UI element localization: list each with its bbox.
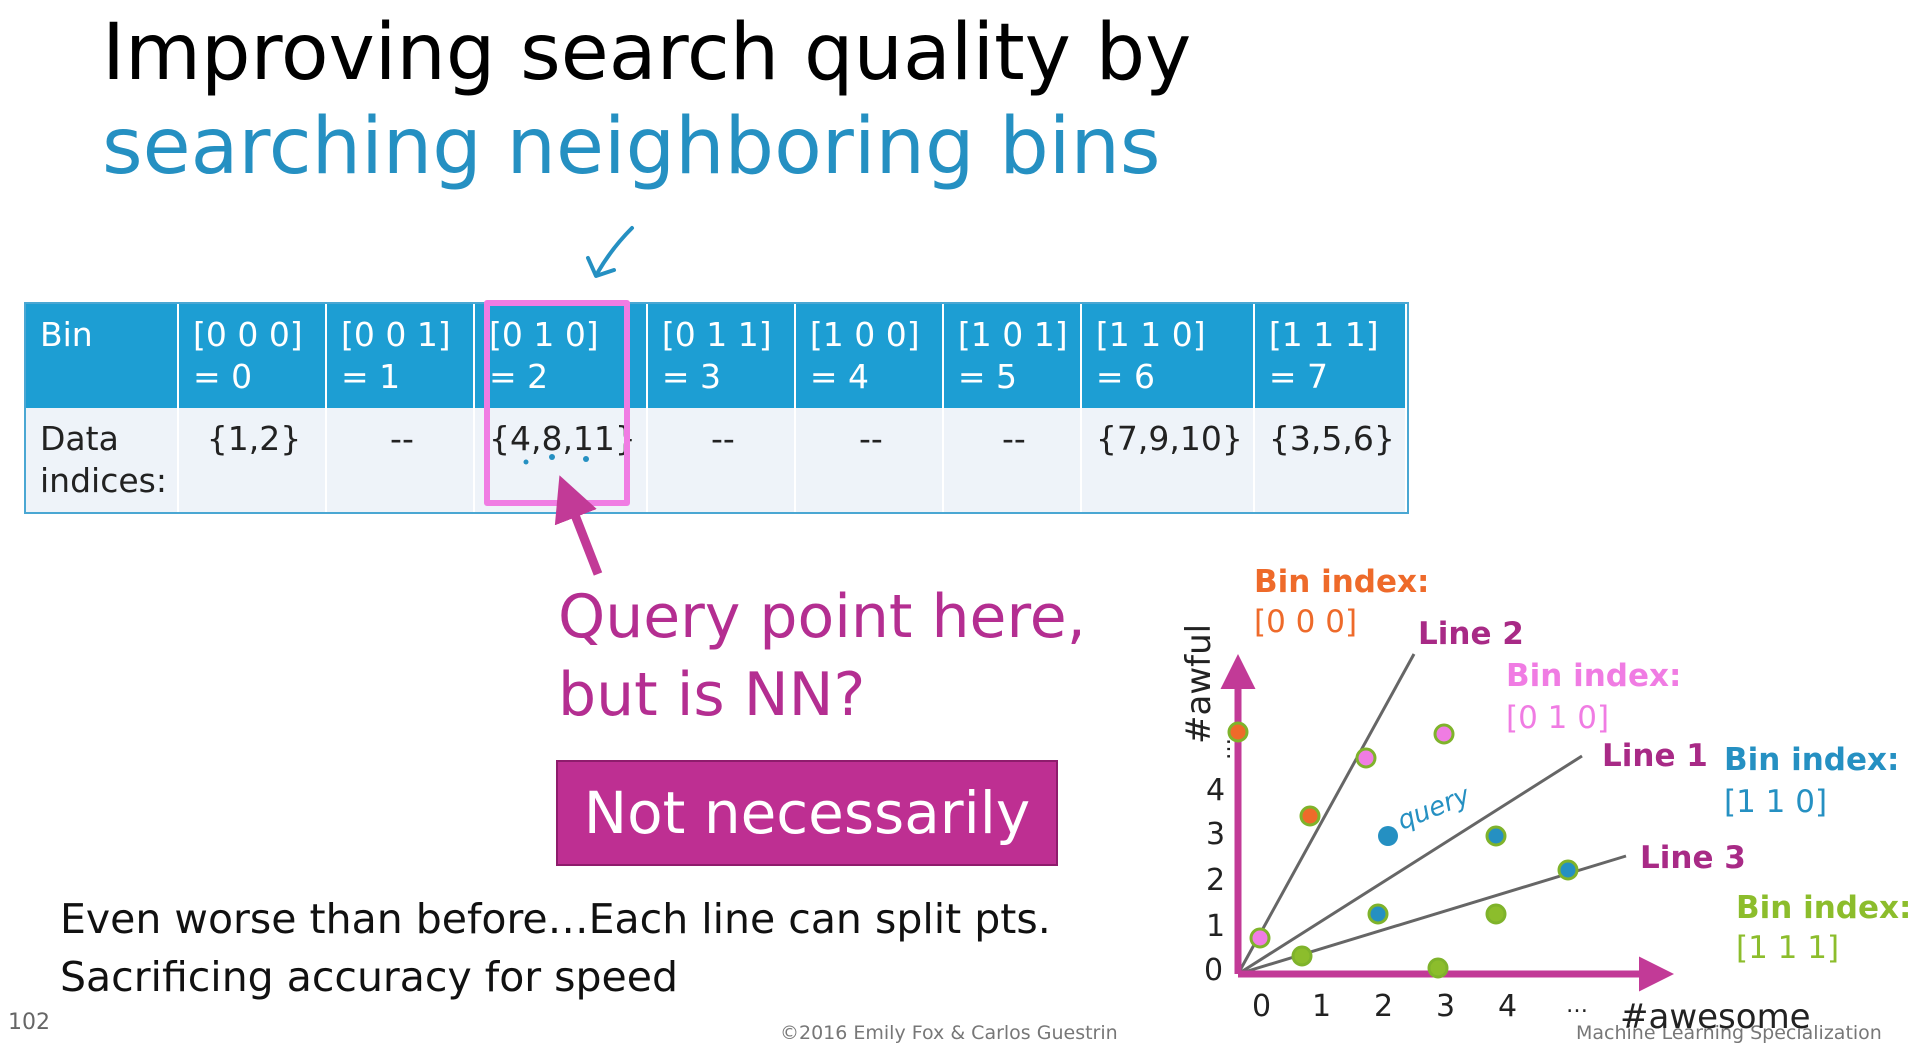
data-point-orange (1299, 805, 1321, 827)
hand-dot-icon (583, 456, 589, 462)
bin-table: Bin [0 0 0] = 0 [0 0 1] = 1 [0 1 0] = 2 [0 … (24, 302, 1409, 514)
bin-index-code-blue: [1 1 0] (1724, 784, 1827, 820)
data-indices-cell: {1,2} (177, 408, 327, 512)
lsh-plot: 0 1 2 3 4 … 0 1 2 3 4 … #awesome #awful … (1179, 564, 1911, 1037)
data-point-green (1427, 957, 1449, 979)
y-tick-label: … (1211, 738, 1236, 760)
bin-index-label-pink: Bin index: (1506, 658, 1681, 694)
query-callout-line-2: but is NN? (558, 660, 866, 730)
x-axis-label: #awesome (1620, 997, 1811, 1037)
notes-line-1: Even worse than before…Each line can spl… (60, 895, 1051, 943)
query-callout: Query point here, but is NN? (558, 578, 1086, 734)
bin-header-cell: [1 1 1] = 7 (1253, 304, 1407, 408)
x-tick-label: 2 (1374, 989, 1393, 1024)
data-indices-row: Data indices: {1,2} -- {4,8,11} -- -- -- … (26, 408, 1407, 512)
bin-index-label-blue: Bin index: (1724, 742, 1899, 778)
data-indices-cell: -- (942, 408, 1082, 512)
callout-arrow-icon (554, 475, 603, 576)
x-tick-label: 0 (1252, 989, 1271, 1024)
bin-index-code-pink: [0 1 0] (1506, 700, 1609, 736)
bin-header-cell: [0 1 1] = 3 (646, 304, 796, 408)
y-tick-label: 3 (1206, 817, 1225, 852)
bin-index-label-green: Bin index: (1736, 890, 1911, 926)
slide-number: 102 (8, 1010, 50, 1035)
x-tick-label: … (1566, 993, 1588, 1018)
data-point-blue (1485, 825, 1507, 847)
bin-header-cell: [1 0 1] = 5 (942, 304, 1082, 408)
x-tick-label: 3 (1436, 989, 1455, 1024)
data-point-green (1291, 945, 1313, 967)
hand-arrow-head-icon (586, 256, 616, 278)
line-2 (1236, 653, 1416, 975)
not-necessarily-box: Not necessarily (556, 760, 1058, 866)
data-point-pink (1249, 927, 1271, 949)
bin-header-cell: [1 0 0] = 4 (794, 304, 944, 408)
hand-arrow-icon (596, 226, 634, 274)
data-point-green (1485, 903, 1507, 925)
notes-line-2: Sacrificing accuracy for speed (60, 953, 679, 1001)
bin-header-cell: [0 0 1] = 1 (325, 304, 475, 408)
query-point-label: query (1393, 780, 1474, 836)
bin-header-cell: [1 1 0] = 6 (1080, 304, 1255, 408)
line-2-label: Line 2 (1418, 616, 1524, 652)
bin-index-code-green: [1 1 1] (1736, 930, 1839, 966)
query-point (1378, 826, 1398, 846)
bin-header-cell: [0 1 0] = 2 (473, 304, 648, 408)
data-indices-cell: -- (325, 408, 475, 512)
y-axis-label: #awful (1179, 624, 1219, 744)
hand-dot-icon (523, 459, 529, 465)
query-callout-line-1: Query point here, (558, 582, 1086, 652)
y-tick-label: 4 (1206, 773, 1225, 808)
specialization-footer: Machine Learning Specialization (1576, 1022, 1882, 1044)
data-indices-cell: -- (794, 408, 944, 512)
data-indices-label: Data indices: (26, 408, 179, 512)
data-point-pink (1355, 747, 1377, 769)
x-tick-label: 1 (1312, 989, 1331, 1024)
line-3-label: Line 3 (1640, 840, 1746, 876)
data-indices-cell: {3,5,6} (1253, 408, 1407, 512)
data-indices-cell: {7,9,10} (1080, 408, 1255, 512)
data-points (1227, 721, 1579, 979)
title-line-1: Improving search quality by (102, 8, 1192, 98)
y-tick-label: 0 (1204, 953, 1223, 988)
data-point-blue (1557, 859, 1579, 881)
data-indices-cell: -- (646, 408, 796, 512)
y-tick-label: 2 (1206, 863, 1225, 898)
notes: Even worse than before…Each line can spl… (60, 890, 1051, 1006)
title-line-2: searching neighboring bins (102, 102, 1161, 192)
copyright: ©2016 Emily Fox & Carlos Guestrin (780, 1022, 1118, 1044)
bin-header-cell: [0 0 0] = 0 (177, 304, 327, 408)
hand-dot-icon (549, 454, 555, 460)
data-point-blue (1367, 903, 1389, 925)
x-tick-label: 4 (1498, 989, 1517, 1024)
data-point-orange (1227, 721, 1249, 743)
bin-header-row: Bin [0 0 0] = 0 [0 0 1] = 1 [0 1 0] = 2 [0 … (26, 304, 1407, 408)
bin-index-code-orange: [0 0 0] (1254, 604, 1357, 640)
bin-header-label: Bin (26, 304, 179, 408)
data-point-pink (1433, 723, 1455, 745)
bin-index-label-orange: Bin index: (1254, 564, 1429, 600)
slide-title: Improving search quality by searching ne… (102, 6, 1191, 194)
y-tick-label: 1 (1206, 909, 1225, 944)
line-1 (1237, 754, 1583, 976)
line-1-label: Line 1 (1602, 738, 1708, 774)
